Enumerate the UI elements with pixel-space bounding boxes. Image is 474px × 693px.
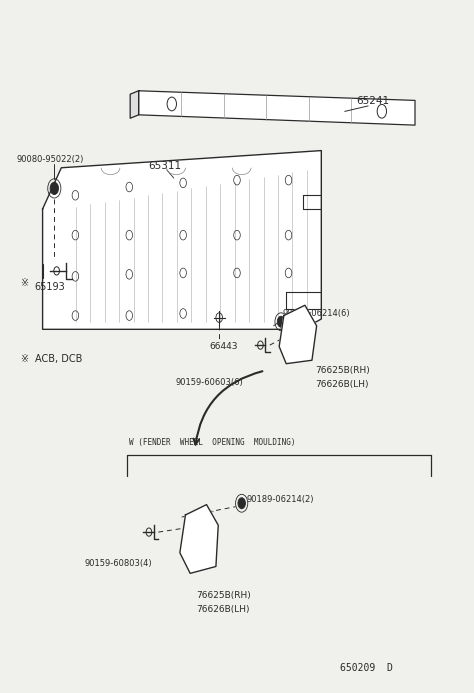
Polygon shape <box>279 305 317 364</box>
Text: 65311: 65311 <box>148 161 181 171</box>
Text: 76625B(RH): 76625B(RH) <box>316 366 371 375</box>
Text: W (FENDER  WHEEL  OPENING  MOULDING): W (FENDER WHEEL OPENING MOULDING) <box>129 438 296 447</box>
Text: ACB, DCB: ACB, DCB <box>35 354 82 364</box>
Text: 650209  D: 650209 D <box>340 663 393 673</box>
Polygon shape <box>138 91 415 125</box>
Text: 90159-60803(4): 90159-60803(4) <box>85 559 152 568</box>
Circle shape <box>277 316 285 327</box>
Text: 65241: 65241 <box>356 96 390 106</box>
Text: 76625B(RH): 76625B(RH) <box>196 591 251 600</box>
Text: 65193: 65193 <box>35 281 65 292</box>
Circle shape <box>238 498 246 509</box>
Text: 76626B(LH): 76626B(LH) <box>196 604 250 613</box>
Text: ※: ※ <box>20 354 29 364</box>
Text: 66443: 66443 <box>209 342 237 351</box>
Text: ※: ※ <box>20 279 29 288</box>
Text: 90159-60603(6): 90159-60603(6) <box>175 378 243 387</box>
Circle shape <box>50 182 58 195</box>
Polygon shape <box>130 91 138 119</box>
Text: 76626B(LH): 76626B(LH) <box>316 380 369 389</box>
Text: 90189-06214(6): 90189-06214(6) <box>283 309 351 318</box>
Text: 90080-95022(2): 90080-95022(2) <box>17 155 84 164</box>
Polygon shape <box>180 505 218 573</box>
Polygon shape <box>43 150 321 329</box>
Text: 90189-06214(2): 90189-06214(2) <box>246 495 314 504</box>
